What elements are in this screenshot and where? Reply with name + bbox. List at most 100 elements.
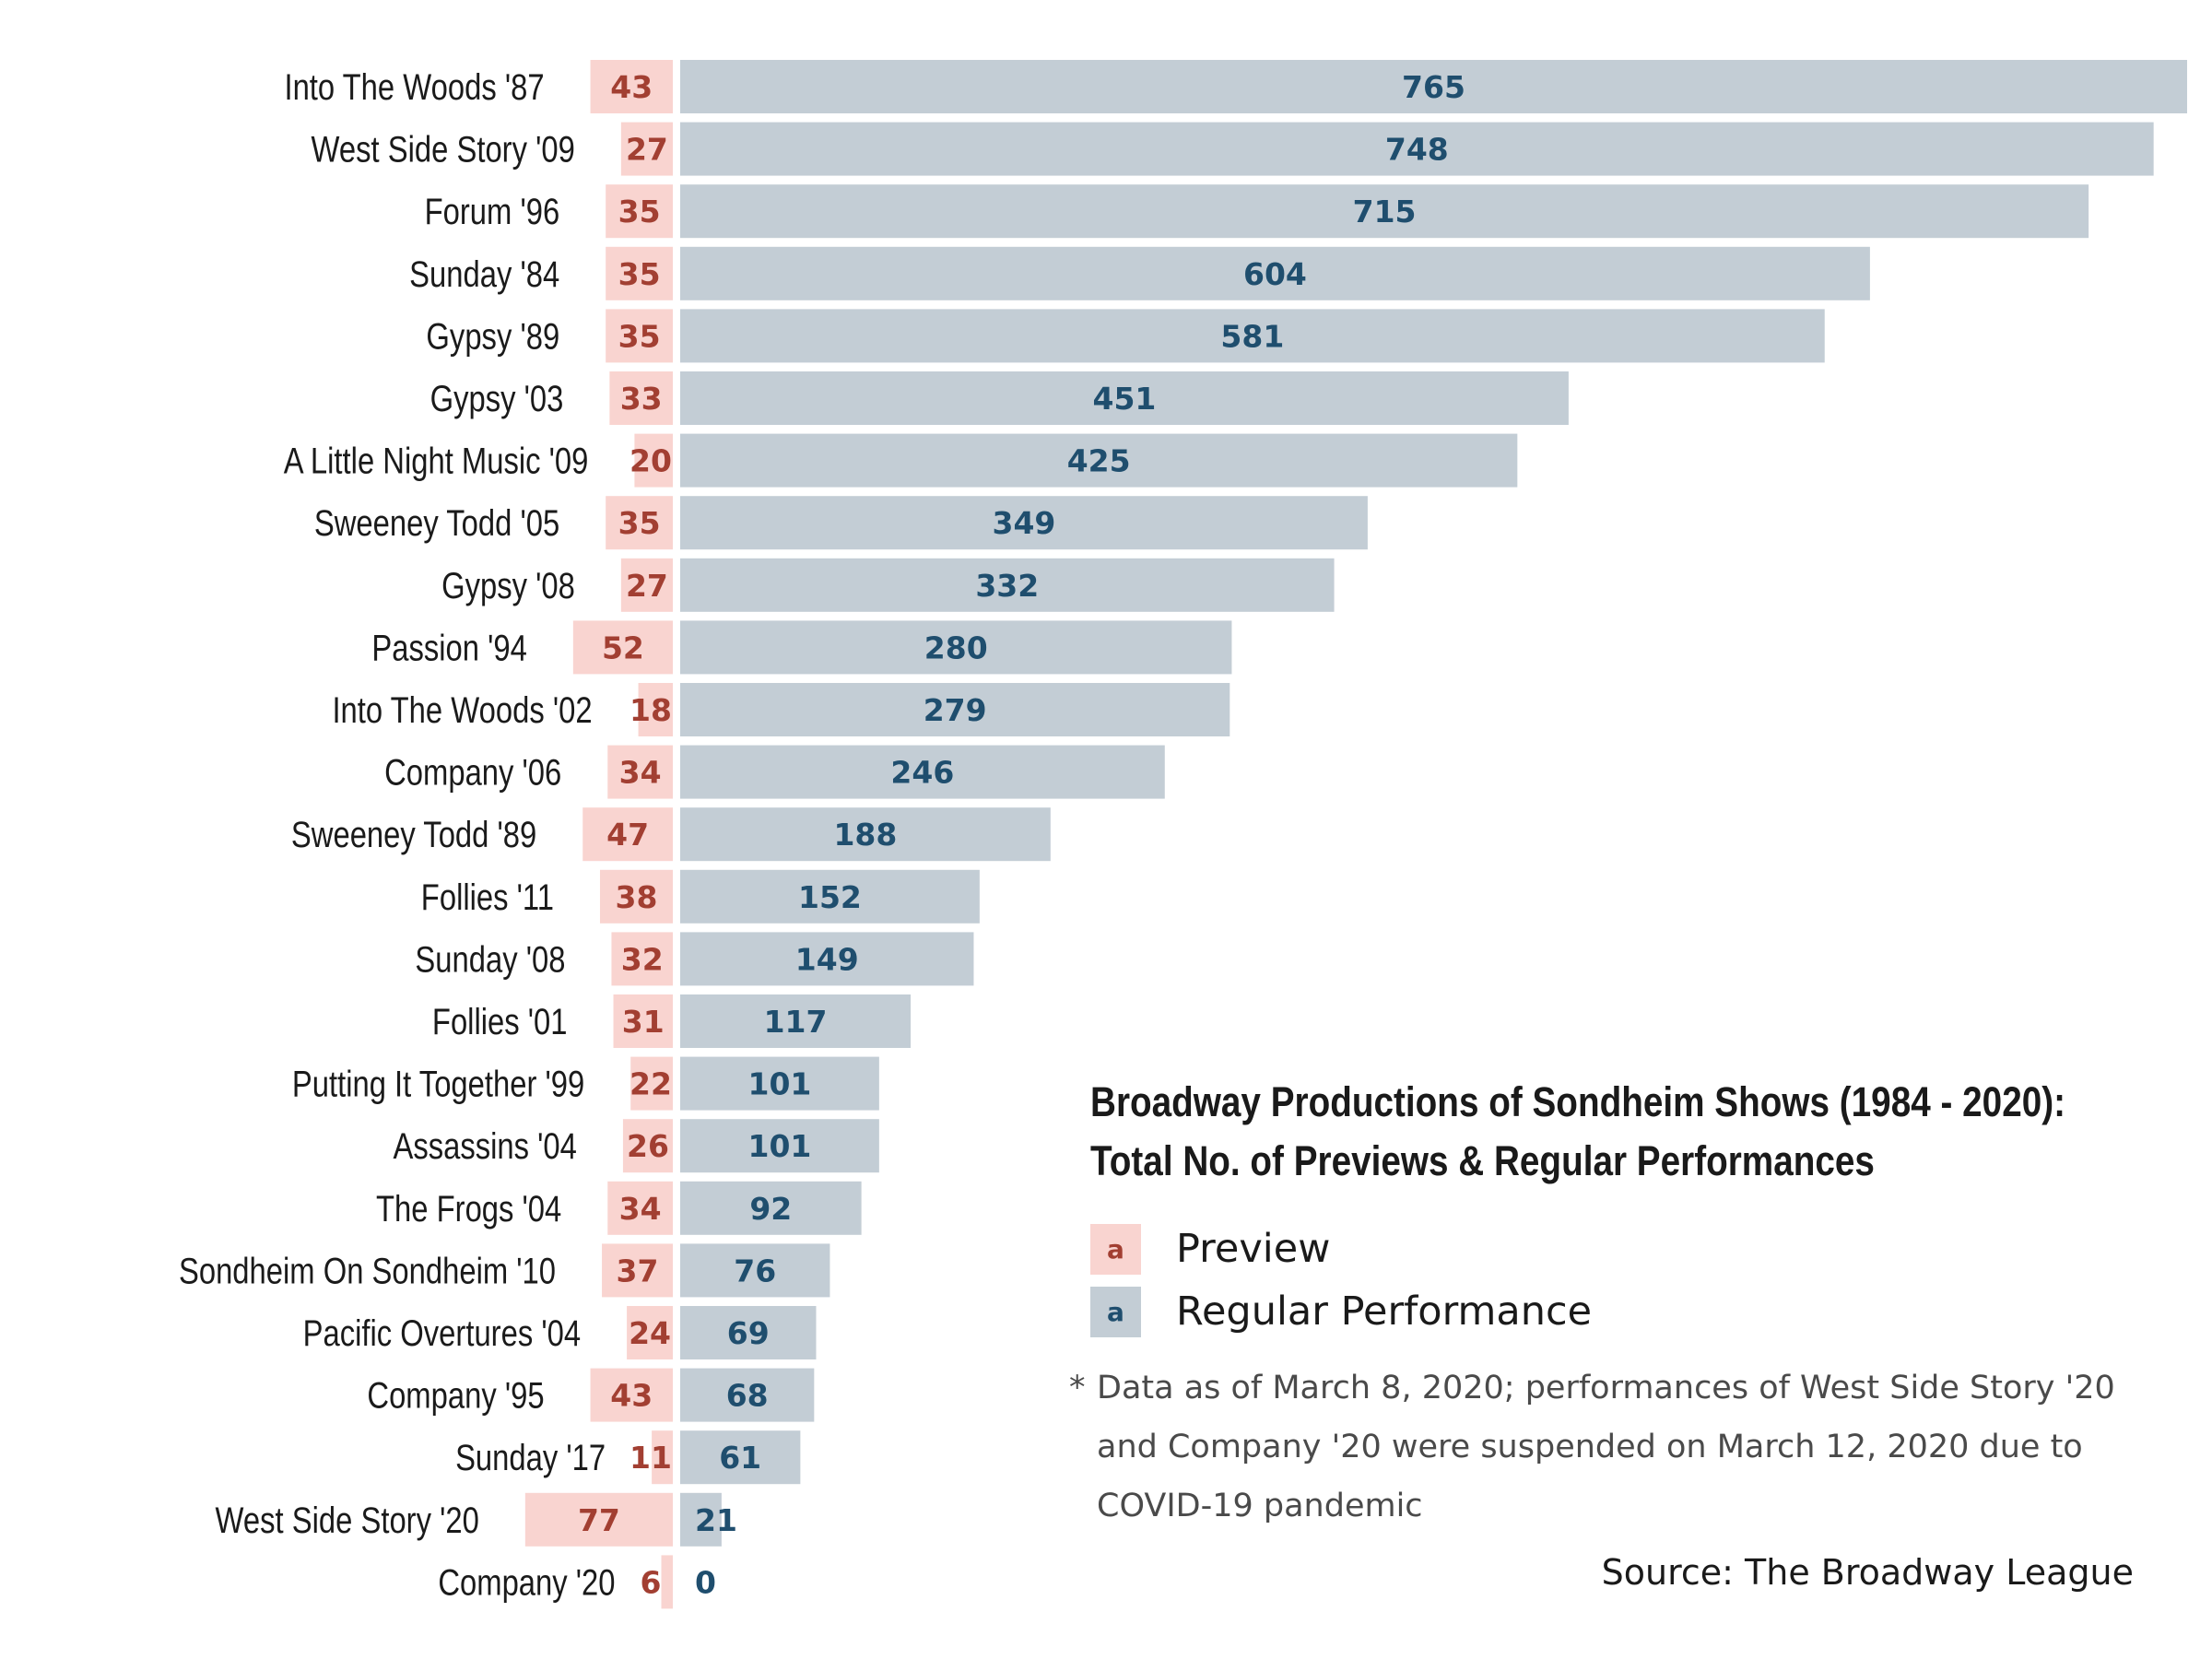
regular-value-label: 581 bbox=[1220, 318, 1284, 354]
regular-bar bbox=[680, 1056, 879, 1111]
legend-item-preview: a Preview bbox=[1090, 1220, 2196, 1277]
regular-bar bbox=[680, 433, 1518, 488]
regular-bar bbox=[680, 1243, 830, 1298]
regular-value-label: 149 bbox=[795, 941, 859, 977]
footnote-star: * bbox=[1069, 1370, 1086, 1406]
preview-bar bbox=[661, 1555, 673, 1609]
regular-bar bbox=[680, 745, 1165, 799]
regular-value-label: 715 bbox=[1353, 194, 1417, 229]
preview-bar bbox=[524, 1492, 673, 1547]
preview-value-label: 27 bbox=[626, 132, 668, 168]
preview-value-label: 34 bbox=[619, 1191, 662, 1227]
category-label: Into The Woods '87 bbox=[284, 66, 544, 108]
preview-bar bbox=[627, 1306, 673, 1359]
category-label: Gypsy '03 bbox=[430, 378, 564, 419]
regular-bar bbox=[680, 1181, 862, 1235]
legend-label-regular: Regular Performance bbox=[1176, 1288, 1593, 1335]
category-label: Gypsy '08 bbox=[441, 565, 575, 606]
regular-value-label: 152 bbox=[798, 879, 862, 915]
regular-value-label: 68 bbox=[726, 1378, 769, 1414]
regular-value-label: 21 bbox=[695, 1502, 737, 1538]
preview-bar bbox=[572, 620, 673, 675]
preview-bar bbox=[606, 309, 673, 363]
regular-value-label: 349 bbox=[993, 505, 1056, 541]
preview-swatch-icon: a bbox=[1090, 1223, 1141, 1275]
footnote-text: Data as of March 8, 2020; performances o… bbox=[1097, 1370, 2115, 1524]
preview-bar bbox=[590, 1368, 673, 1422]
category-label: Follies '01 bbox=[432, 1001, 568, 1042]
preview-value-label: 6 bbox=[641, 1564, 662, 1600]
preview-value-label: 35 bbox=[618, 194, 661, 229]
preview-bar bbox=[622, 1119, 673, 1173]
regular-bar bbox=[680, 60, 2187, 113]
regular-bar bbox=[680, 1119, 879, 1173]
category-label: Follies '11 bbox=[421, 877, 554, 918]
preview-bar bbox=[590, 60, 673, 113]
regular-bar bbox=[680, 496, 1368, 550]
preview-value-label: 35 bbox=[618, 318, 661, 354]
chart-title-line: Broadway Productions of Sondheim Shows (… bbox=[1090, 1078, 2066, 1125]
preview-value-label: 47 bbox=[606, 817, 649, 853]
preview-value-label: 77 bbox=[578, 1502, 620, 1538]
regular-bar bbox=[680, 869, 980, 924]
regular-value-label: 117 bbox=[764, 1004, 828, 1040]
preview-value-label: 33 bbox=[620, 381, 663, 417]
category-label: Company '20 bbox=[438, 1561, 615, 1603]
preview-value-label: 32 bbox=[621, 941, 664, 977]
regular-bar bbox=[680, 683, 1230, 736]
category-label: Gypsy '89 bbox=[426, 315, 559, 357]
category-label: Forum '96 bbox=[425, 191, 560, 232]
regular-value-label: 101 bbox=[747, 1066, 811, 1102]
category-label: Assassins '04 bbox=[393, 1125, 576, 1167]
preview-value-label: 31 bbox=[622, 1004, 665, 1040]
preview-value-label: 35 bbox=[618, 505, 661, 541]
regular-bar bbox=[680, 932, 974, 986]
regular-bar bbox=[680, 1306, 817, 1359]
preview-value-label: 35 bbox=[618, 256, 661, 292]
preview-bar bbox=[652, 1430, 673, 1485]
regular-value-label: 604 bbox=[1243, 256, 1307, 292]
regular-swatch-icon: a bbox=[1090, 1286, 1141, 1337]
preview-bar bbox=[607, 1181, 673, 1235]
regular-value-label: 451 bbox=[1093, 381, 1157, 417]
preview-bar bbox=[602, 1243, 673, 1298]
category-label: The Frogs '04 bbox=[376, 1188, 561, 1230]
regular-value-label: 76 bbox=[734, 1253, 776, 1288]
preview-bar bbox=[634, 433, 673, 488]
preview-value-label: 34 bbox=[619, 755, 662, 791]
category-label: Company '95 bbox=[367, 1375, 544, 1417]
regular-value-label: 765 bbox=[1402, 69, 1465, 105]
title-legend-block: Broadway Productions of Sondheim Shows (… bbox=[1090, 1073, 2196, 1340]
category-label: Putting It Together '99 bbox=[292, 1064, 584, 1105]
preview-bar bbox=[599, 869, 673, 924]
regular-value-label: 279 bbox=[924, 692, 987, 728]
preview-value-label: 43 bbox=[610, 1378, 653, 1414]
category-label: Sweeney Todd '05 bbox=[314, 502, 559, 544]
category-label: West Side Story '09 bbox=[312, 129, 575, 171]
regular-bar bbox=[680, 994, 912, 1048]
preview-bar bbox=[611, 932, 673, 986]
category-label: Into The Woods '02 bbox=[332, 689, 592, 731]
regular-bar bbox=[680, 1368, 815, 1422]
regular-bar bbox=[680, 184, 2089, 239]
regular-value-label: 332 bbox=[975, 568, 1039, 604]
preview-bar bbox=[638, 683, 673, 736]
category-label: Pacific Overtures '04 bbox=[303, 1312, 581, 1354]
category-label: West Side Story '20 bbox=[216, 1500, 479, 1541]
regular-value-label: 69 bbox=[727, 1315, 770, 1351]
category-label: Sunday '17 bbox=[455, 1437, 606, 1478]
preview-bar bbox=[609, 371, 673, 425]
regular-value-label: 61 bbox=[719, 1440, 761, 1476]
preview-bar bbox=[582, 807, 673, 862]
legend-item-regular: a Regular Performance bbox=[1090, 1283, 2196, 1340]
preview-value-label: 20 bbox=[629, 443, 672, 479]
category-label: Sunday '08 bbox=[415, 938, 565, 980]
regular-value-label: 92 bbox=[749, 1191, 792, 1227]
regular-bar bbox=[680, 558, 1335, 612]
regular-value-label: 425 bbox=[1067, 443, 1131, 479]
preview-value-label: 43 bbox=[610, 69, 653, 105]
preview-bar bbox=[620, 558, 673, 612]
regular-value-label: 188 bbox=[833, 817, 897, 853]
preview-value-label: 22 bbox=[629, 1066, 672, 1102]
preview-value-label: 24 bbox=[629, 1315, 671, 1351]
